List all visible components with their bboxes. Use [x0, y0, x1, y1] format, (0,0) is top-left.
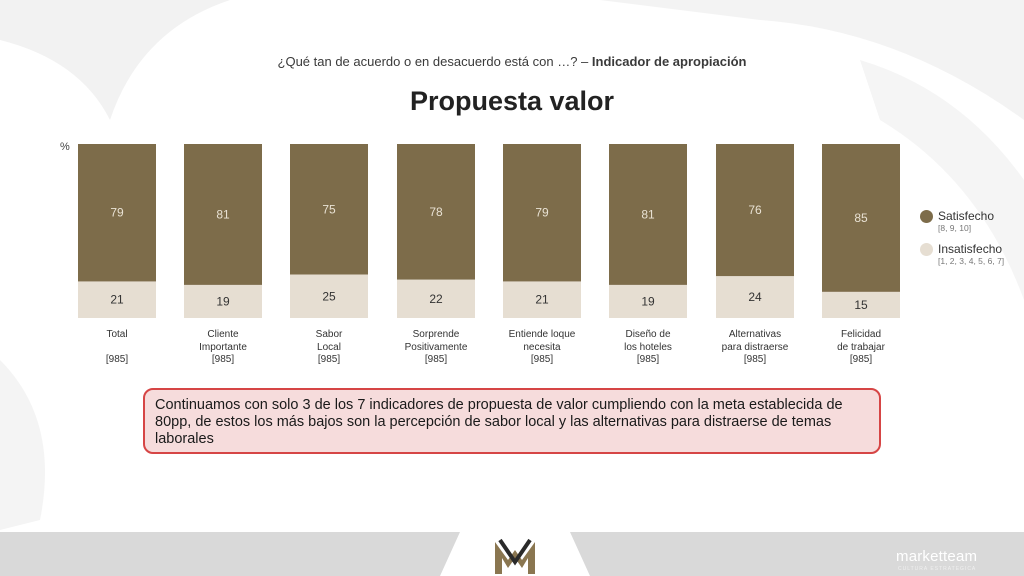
category-label-line: [985] [849, 354, 873, 365]
data-label-insatisfecho-2: 25 [322, 289, 336, 303]
chart-title: Propuesta valor [409, 86, 615, 116]
category-label-line: para distraerse [721, 341, 789, 353]
bar-insatisfecho-4 [503, 281, 581, 318]
category-label-line: [985] [636, 354, 660, 365]
insight-callout: Continuamos con solo 3 de los 7 indicado… [143, 388, 881, 454]
data-label-insatisfecho-5: 19 [641, 294, 655, 308]
legend-sub-satisfecho: [8, 9, 10] [938, 223, 972, 233]
category-label-line: necesita [523, 341, 561, 353]
data-label-insatisfecho-7: 15 [854, 298, 868, 312]
data-label-insatisfecho-1: 19 [216, 294, 230, 308]
category-label-line: Importante [199, 341, 247, 353]
category-label-line: [985] [743, 354, 767, 365]
legend-swatch-insatisfecho [920, 243, 933, 256]
category-label-6: Alternativas para distraerse [985] [700, 329, 810, 367]
category-label-line: Positivamente [404, 341, 468, 353]
data-label-satisfecho-2: 75 [322, 202, 336, 216]
category-label-line: [985] [317, 354, 341, 365]
brand-tagline: CULTURA ESTRATEGICA [898, 566, 977, 572]
category-label-5: Diseño de los hoteles [985] [593, 329, 703, 367]
category-label-line: Total [106, 329, 128, 340]
category-label-line: Entiende loque [508, 329, 576, 340]
bar-insatisfecho-5 [609, 284, 687, 318]
category-label-line: Diseño de [625, 329, 671, 340]
legend-label-insatisfecho: Insatisfecho [938, 242, 1003, 256]
category-label-line: Sorprende [412, 329, 460, 340]
data-label-insatisfecho-4: 21 [535, 293, 549, 307]
data-label-insatisfecho-3: 22 [429, 292, 443, 306]
unit-label: % [60, 141, 70, 153]
bar-satisfecho-4 [503, 144, 581, 282]
category-label-line: [985] [424, 354, 448, 365]
bar-insatisfecho-0 [78, 281, 156, 318]
data-label-satisfecho-7: 85 [854, 211, 868, 225]
data-label-satisfecho-4: 79 [535, 206, 549, 220]
category-label-line: Local [317, 341, 341, 353]
data-label-satisfecho-5: 81 [641, 207, 655, 221]
category-label-line: [985] [530, 354, 554, 365]
bar-insatisfecho-7 [822, 291, 900, 318]
category-label-line: Cliente [207, 329, 239, 340]
category-label-1: Cliente Importante [985] [168, 329, 278, 367]
bar-satisfecho-0 [78, 144, 156, 282]
category-label-line: [985] [211, 354, 235, 365]
category-label-line: Sabor [315, 329, 343, 340]
category-label-4: Entiende loque necesita [985] [487, 329, 597, 367]
bar-satisfecho-2 [290, 144, 368, 275]
category-label-line: [985] [105, 354, 129, 365]
data-label-insatisfecho-6: 24 [748, 290, 762, 304]
brand-logo-text: marketteam [896, 548, 978, 565]
data-label-satisfecho-6: 76 [748, 203, 762, 217]
category-label-line: los hoteles [624, 341, 672, 353]
bar-satisfecho-5 [609, 144, 687, 285]
legend-sub-insatisfecho: [1, 2, 3, 4, 5, 6, 7] [938, 256, 1005, 266]
data-label-insatisfecho-0: 21 [110, 293, 124, 307]
data-label-satisfecho-0: 79 [110, 206, 124, 220]
category-label-line: de trabajar [837, 341, 885, 353]
category-label-7: Felicidad de trabajar [985] [806, 329, 916, 367]
bar-satisfecho-1 [184, 144, 262, 285]
chart-subtitle: ¿Qué tan de acuerdo o en desacuerdo está… [277, 54, 747, 69]
footer-tab [440, 532, 590, 576]
bar-satisfecho-3 [397, 144, 475, 280]
data-label-satisfecho-3: 78 [429, 205, 443, 219]
category-label-line: Alternativas [728, 329, 782, 340]
bar-insatisfecho-3 [397, 279, 475, 318]
bar-insatisfecho-6 [716, 276, 794, 318]
bar-insatisfecho-1 [184, 284, 262, 318]
category-label-2: Sabor Local [985] [274, 329, 384, 367]
category-label-3: Sorprende Positivamente [985] [381, 329, 491, 367]
category-label-line [62, 342, 172, 355]
legend-swatch-satisfecho [920, 210, 933, 223]
bar-satisfecho-7 [822, 144, 900, 292]
category-label-0: Total [985] [62, 329, 172, 367]
legend-label-satisfecho: Satisfecho [938, 209, 995, 223]
bar-satisfecho-6 [716, 144, 794, 277]
mm-monogram-icon [495, 538, 535, 574]
bar-insatisfecho-2 [290, 274, 368, 318]
category-label-line: Felicidad [840, 329, 882, 340]
data-label-satisfecho-1: 81 [216, 207, 230, 221]
